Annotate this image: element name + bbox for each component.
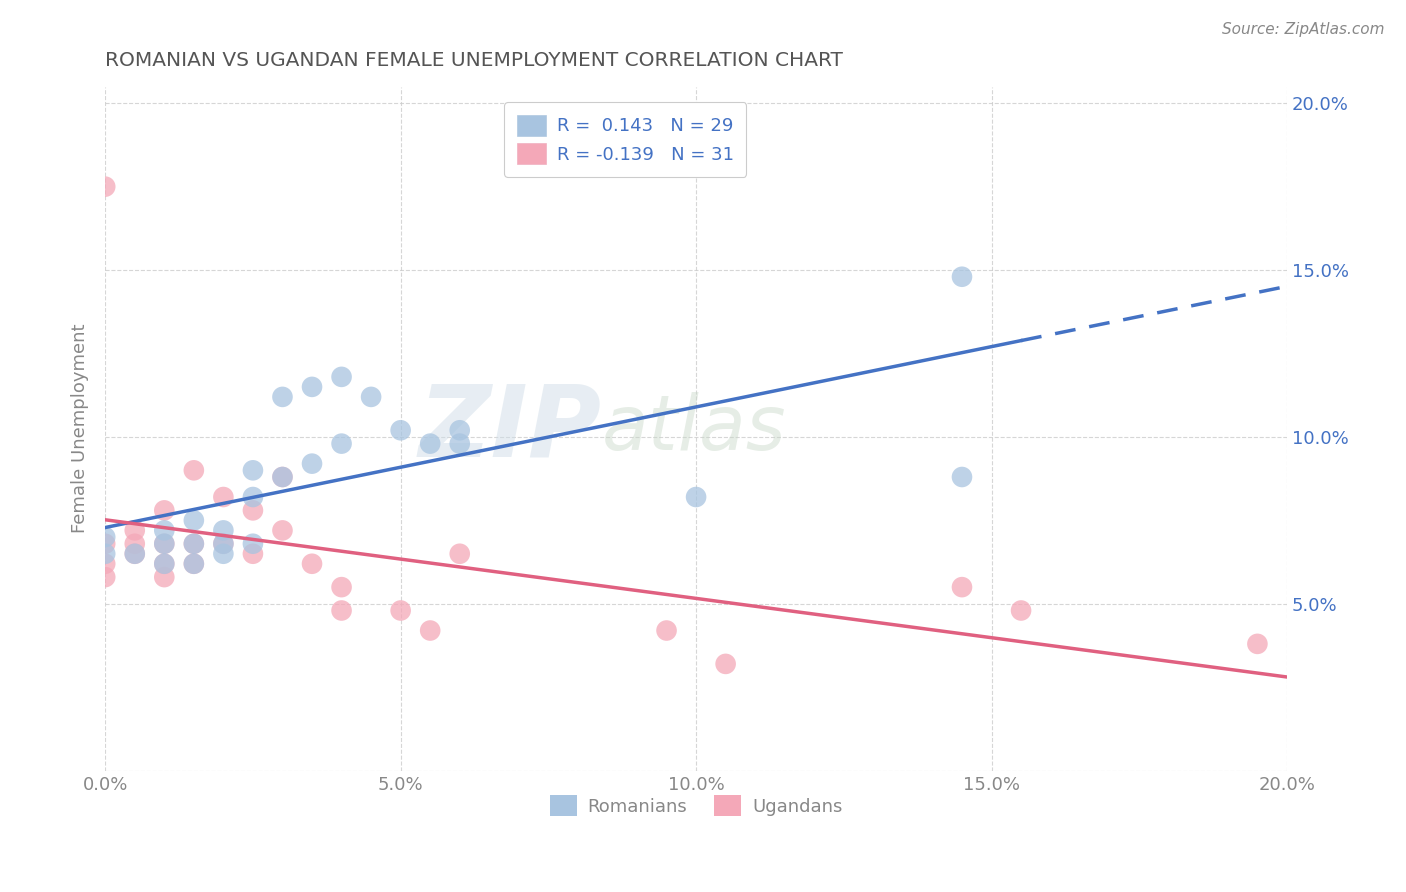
Point	[94, 179, 117, 194]
Point	[242, 547, 264, 561]
Point	[419, 624, 441, 638]
Point	[449, 423, 471, 437]
Point	[389, 423, 412, 437]
Point	[242, 503, 264, 517]
Point	[271, 470, 294, 484]
Point	[301, 457, 323, 471]
Text: Source: ZipAtlas.com: Source: ZipAtlas.com	[1222, 22, 1385, 37]
Point	[153, 503, 176, 517]
Point	[685, 490, 707, 504]
Point	[183, 557, 205, 571]
Point	[153, 557, 176, 571]
Y-axis label: Female Unemployment: Female Unemployment	[72, 324, 89, 533]
Point	[183, 463, 205, 477]
Point	[183, 557, 205, 571]
Point	[94, 537, 117, 551]
Point	[419, 436, 441, 450]
Point	[950, 269, 973, 284]
Point	[124, 537, 146, 551]
Point	[242, 463, 264, 477]
Point	[271, 470, 294, 484]
Point	[183, 537, 205, 551]
Point	[271, 390, 294, 404]
Point	[212, 537, 235, 551]
Point	[242, 537, 264, 551]
Point	[153, 570, 176, 584]
Point	[360, 390, 382, 404]
Point	[124, 524, 146, 538]
Point	[212, 537, 235, 551]
Point	[330, 436, 353, 450]
Point	[153, 537, 176, 551]
Legend: Romanians, Ugandans: Romanians, Ugandans	[543, 788, 849, 823]
Point	[301, 380, 323, 394]
Point	[124, 547, 146, 561]
Point	[1010, 603, 1032, 617]
Text: atlas: atlas	[602, 392, 786, 466]
Point	[301, 557, 323, 571]
Point	[94, 570, 117, 584]
Point	[271, 524, 294, 538]
Point	[330, 603, 353, 617]
Point	[330, 580, 353, 594]
Point	[714, 657, 737, 671]
Point	[449, 547, 471, 561]
Point	[183, 537, 205, 551]
Point	[124, 547, 146, 561]
Point	[212, 547, 235, 561]
Point	[153, 537, 176, 551]
Point	[183, 513, 205, 527]
Text: ZIP: ZIP	[419, 380, 602, 477]
Point	[1246, 637, 1268, 651]
Point	[389, 603, 412, 617]
Point	[212, 524, 235, 538]
Point	[212, 490, 235, 504]
Point	[449, 436, 471, 450]
Point	[94, 557, 117, 571]
Point	[655, 624, 678, 638]
Point	[94, 530, 117, 544]
Point	[94, 547, 117, 561]
Point	[950, 580, 973, 594]
Text: ROMANIAN VS UGANDAN FEMALE UNEMPLOYMENT CORRELATION CHART: ROMANIAN VS UGANDAN FEMALE UNEMPLOYMENT …	[105, 51, 844, 70]
Point	[950, 470, 973, 484]
Point	[153, 524, 176, 538]
Point	[242, 490, 264, 504]
Point	[330, 370, 353, 384]
Point	[153, 557, 176, 571]
